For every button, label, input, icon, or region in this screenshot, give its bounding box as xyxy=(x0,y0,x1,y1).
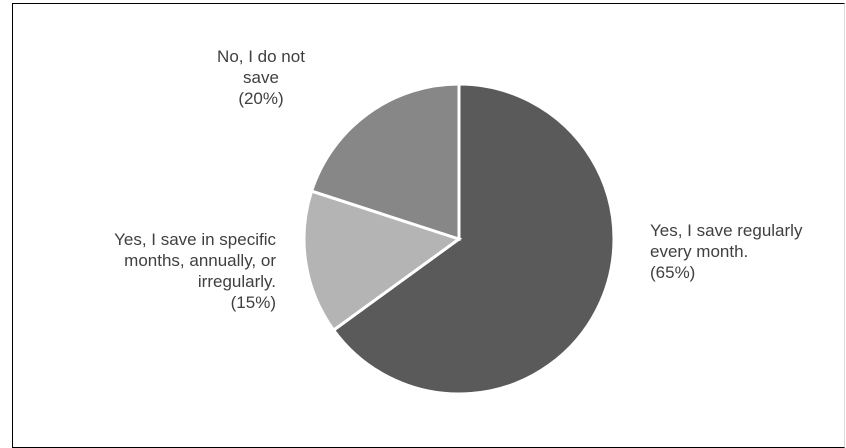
slice-label-do-not-save: No, I do not save (20%) xyxy=(185,46,337,109)
slice-label-save-regularly: Yes, I save regularly every month. (65%) xyxy=(650,220,802,283)
slice-label-save-irregularly: Yes, I save in specific months, annually… xyxy=(114,229,276,313)
